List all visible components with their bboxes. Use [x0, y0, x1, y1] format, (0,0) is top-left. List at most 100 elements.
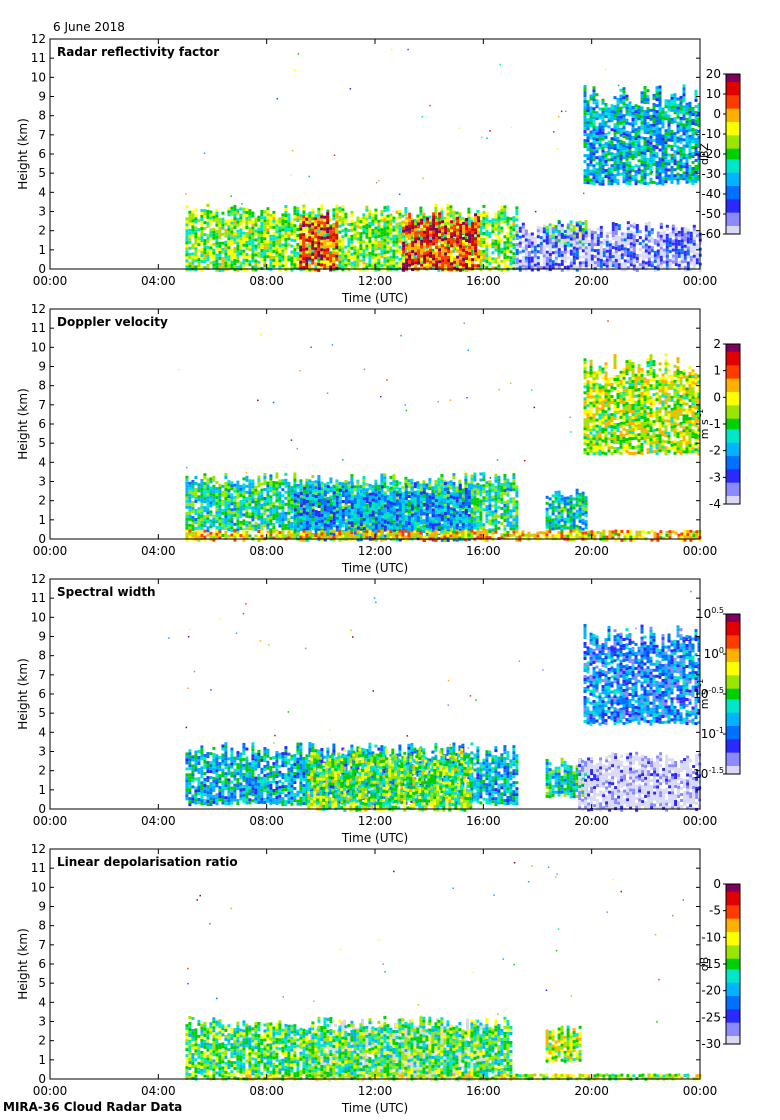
data-cell — [446, 212, 450, 216]
data-cell — [302, 218, 306, 222]
data-cell — [611, 246, 615, 250]
data-cell — [509, 232, 513, 236]
data-cell — [474, 246, 478, 250]
data-cell — [622, 126, 626, 130]
data-cell — [682, 144, 686, 148]
data-cell — [206, 481, 210, 485]
data-cell — [617, 254, 621, 258]
data-cell — [676, 121, 680, 125]
data-cell — [251, 497, 255, 501]
data-cell — [245, 235, 249, 238]
data-cell — [491, 239, 495, 243]
data-cell — [426, 250, 430, 254]
data-cell — [634, 155, 638, 159]
data-cell — [503, 256, 507, 260]
data-cell — [230, 496, 234, 500]
data-cell — [655, 131, 659, 135]
data-cell — [509, 235, 513, 239]
data-cell — [619, 133, 623, 137]
data-cell — [616, 151, 620, 155]
data-cell — [649, 177, 653, 181]
data-cell — [643, 155, 647, 158]
data-cell — [465, 251, 469, 254]
data-cell — [185, 238, 189, 242]
data-cell — [670, 129, 674, 133]
data-cell — [419, 236, 423, 240]
data-cell — [290, 504, 294, 508]
data-cell — [697, 139, 701, 142]
data-cell — [650, 237, 654, 241]
data-cell — [272, 222, 276, 226]
data-cell — [218, 492, 222, 496]
data-cell — [275, 239, 279, 243]
data-cell — [257, 526, 261, 530]
data-cell — [438, 254, 442, 258]
data-cell — [646, 164, 650, 168]
data-cell — [589, 148, 593, 152]
data-cell — [227, 480, 231, 484]
data-cell — [640, 169, 644, 173]
colorbar-swatch — [726, 212, 740, 216]
data-cell — [341, 208, 345, 212]
data-cell — [423, 251, 427, 255]
data-cell — [632, 264, 636, 268]
data-cell — [383, 248, 387, 252]
data-cell — [509, 259, 513, 263]
data-cell — [614, 232, 618, 235]
data-cell — [221, 256, 225, 260]
data-cell — [311, 240, 315, 244]
data-cell — [512, 234, 516, 238]
data-cell — [670, 180, 674, 184]
colorbar-swatch — [726, 156, 740, 160]
data-cell — [332, 230, 336, 234]
data-cell — [281, 524, 285, 528]
data-cell — [634, 122, 638, 126]
data-cell — [646, 167, 650, 171]
data-cell — [350, 246, 354, 250]
data-cell — [254, 223, 258, 227]
data-cell — [560, 253, 564, 257]
data-cell — [294, 69, 296, 71]
data-cell — [665, 233, 669, 237]
data-cell — [605, 237, 609, 241]
data-cell — [572, 231, 576, 235]
data-cell — [251, 494, 255, 498]
y-tick-label: 1 — [38, 243, 46, 257]
data-cell — [637, 144, 641, 148]
data-cell — [305, 250, 309, 254]
data-cell — [227, 492, 231, 496]
data-cell — [592, 98, 596, 102]
data-cell — [610, 179, 614, 183]
data-cell — [185, 268, 189, 272]
data-cell — [509, 241, 513, 245]
data-cell — [628, 164, 632, 168]
data-cell — [215, 211, 219, 215]
data-cell — [655, 116, 659, 120]
data-cell — [408, 218, 412, 222]
data-cell — [641, 242, 645, 246]
data-cell — [616, 130, 620, 134]
data-cell — [281, 258, 285, 262]
data-cell — [383, 218, 387, 222]
data-cell — [341, 211, 345, 215]
data-cell — [297, 53, 300, 55]
data-cell — [575, 241, 579, 245]
data-cell — [595, 180, 599, 184]
data-cell — [670, 174, 674, 178]
data-cell — [311, 214, 315, 218]
data-cell — [632, 261, 636, 265]
data-cell — [371, 240, 375, 244]
data-cell — [206, 233, 210, 237]
data-cell — [344, 260, 348, 264]
data-cell — [646, 107, 650, 111]
data-cell — [664, 99, 668, 103]
data-cell — [344, 263, 348, 267]
data-cell — [332, 268, 336, 272]
data-cell — [572, 261, 576, 265]
data-cell — [305, 217, 309, 221]
data-cell — [479, 250, 483, 253]
data-cell — [674, 245, 678, 249]
data-cell — [512, 216, 516, 220]
data-cell — [689, 261, 693, 265]
data-cell — [245, 220, 249, 223]
